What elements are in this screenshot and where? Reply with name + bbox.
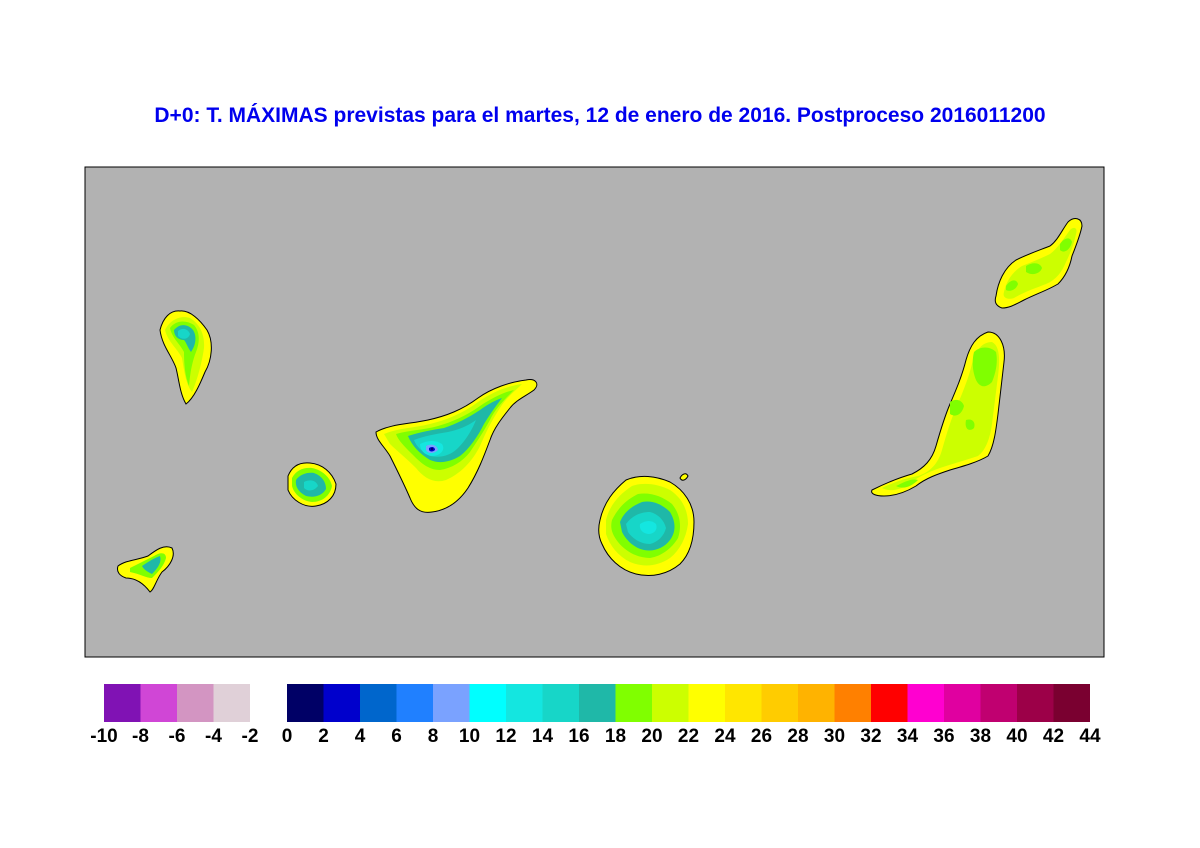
legend-tick-label: 14 (531, 726, 554, 747)
legend-swatch-neg-2 (177, 684, 214, 722)
legend-swatch-pos-17 (907, 684, 944, 722)
legend-swatch-pos-9 (615, 684, 652, 722)
island-la-gomera (287, 462, 337, 507)
legend-tick-label: 16 (568, 726, 590, 747)
island-el-hierro (117, 546, 174, 593)
legend-swatch-pos-8 (579, 684, 616, 722)
legend-tick-label: 38 (969, 726, 992, 747)
legend-swatch-pos-6 (506, 684, 543, 722)
legend-swatch-pos-13 (761, 684, 798, 722)
legend-tick-label: 2 (318, 726, 329, 747)
legend-swatch-pos-18 (944, 684, 981, 722)
legend-swatch-pos-11 (688, 684, 725, 722)
legend-swatch-pos-10 (652, 684, 689, 722)
legend-swatch-pos-7 (542, 684, 579, 722)
legend-tick-label: 24 (714, 726, 736, 747)
legend-tick-label: 18 (604, 726, 627, 747)
legend-swatch-pos-5 (469, 684, 506, 722)
legend-swatch-neg-3 (213, 684, 250, 722)
legend-tick-label: 0 (281, 726, 293, 747)
island-la-palma (159, 310, 212, 405)
map-title: D+0: T. MÁXIMAS previstas para el martes… (154, 104, 1046, 127)
legend-tick-label: -10 (90, 726, 118, 747)
legend-tick-label: -4 (205, 726, 222, 747)
legend-swatch-pos-12 (725, 684, 762, 722)
legend-swatch-neg-1 (140, 684, 177, 722)
legend-tick-label: 4 (354, 726, 366, 747)
legend-tick-label: 6 (391, 726, 402, 747)
island-tenerife (375, 379, 538, 513)
island-gran-canaria (598, 473, 695, 577)
legend-tick-label: 20 (641, 726, 663, 747)
map-frame (84, 166, 1105, 658)
island-fuerteventura (871, 331, 1005, 497)
legend-tick-label: 30 (823, 726, 846, 747)
legend-tick-label: 26 (750, 726, 773, 747)
legend-swatch-pos-3 (396, 684, 433, 722)
legend-tick-label: 36 (933, 726, 955, 747)
legend-swatch-pos-15 (834, 684, 871, 722)
legend-tick-label: 34 (896, 726, 919, 747)
island-lanzarote (994, 218, 1083, 309)
legend-tick-label: 22 (677, 726, 700, 747)
legend-tick-label: 32 (860, 726, 882, 747)
legend-tick-label: 40 (1006, 726, 1028, 747)
legend-tick-label: -2 (241, 726, 259, 747)
legend-swatch-neg-0 (104, 684, 141, 722)
legend-swatch-pos-0 (287, 684, 324, 722)
legend-swatch-pos-16 (871, 684, 908, 722)
legend-tick-label: 44 (1079, 726, 1101, 747)
legend-swatch-pos-20 (1017, 684, 1054, 722)
legend-swatch-pos-21 (1053, 684, 1090, 722)
legend-tick-label: 10 (458, 726, 481, 747)
legend-swatch-pos-2 (360, 684, 397, 722)
legend-swatch-pos-4 (433, 684, 470, 722)
legend-tick-label: 28 (787, 726, 809, 747)
legend-tick-label: 42 (1042, 726, 1065, 747)
legend-tick-label: -8 (132, 726, 149, 747)
legend-swatch-pos-14 (798, 684, 835, 722)
legend-tick-label: 8 (427, 726, 439, 747)
legend-swatch-pos-19 (980, 684, 1017, 722)
legend-tick-label: 12 (495, 726, 517, 747)
legend-swatch-pos-1 (323, 684, 360, 722)
legend-tick-label: -6 (168, 726, 186, 747)
